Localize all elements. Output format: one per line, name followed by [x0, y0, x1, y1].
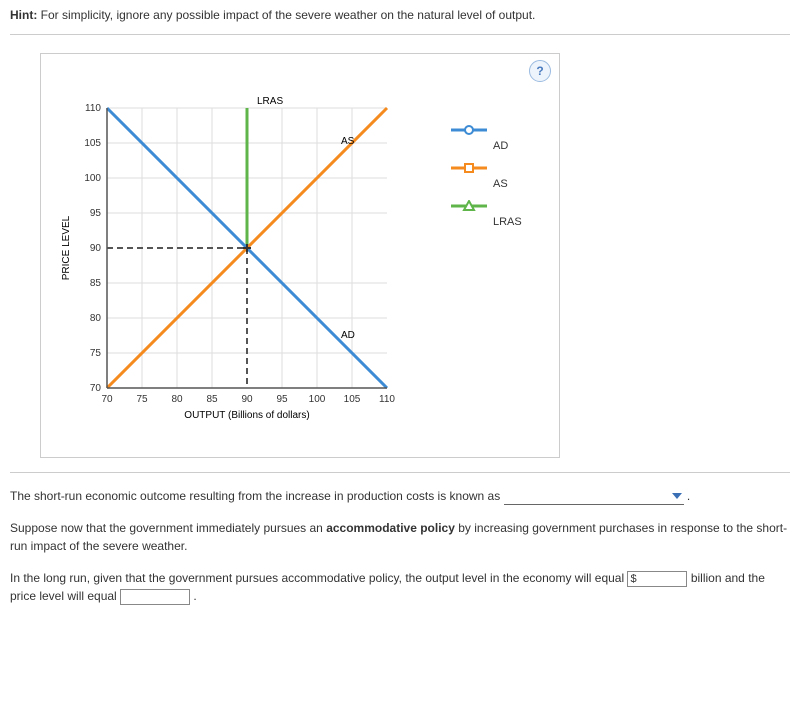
- q1-text: The short-run economic outcome resulting…: [10, 489, 504, 503]
- y-ticks: 70 75 80 85 90 95 100 105 110: [84, 103, 101, 394]
- legend-as[interactable]: [451, 162, 522, 174]
- q2-bold: accommodative policy: [326, 521, 455, 535]
- svg-text:90: 90: [241, 394, 253, 405]
- legend-lras[interactable]: [451, 200, 522, 212]
- svg-text:75: 75: [90, 348, 102, 359]
- svg-text:70: 70: [90, 383, 102, 394]
- svg-text:85: 85: [90, 278, 102, 289]
- svg-text:80: 80: [90, 313, 102, 324]
- svg-text:100: 100: [84, 173, 101, 184]
- svg-text:85: 85: [206, 394, 218, 405]
- lras-label: LRAS: [257, 96, 283, 107]
- q3-input-price[interactable]: [120, 589, 190, 605]
- svg-text:105: 105: [344, 394, 361, 405]
- x-axis-label: OUTPUT (Billions of dollars): [184, 410, 309, 421]
- svg-text:75: 75: [136, 394, 148, 405]
- divider-top: [10, 34, 790, 35]
- q1-dropdown[interactable]: [504, 491, 684, 505]
- q3-c: .: [193, 589, 196, 603]
- svg-text:80: 80: [171, 394, 183, 405]
- svg-text:100: 100: [309, 394, 326, 405]
- q1: The short-run economic outcome resulting…: [10, 487, 790, 505]
- svg-text:70: 70: [101, 394, 113, 405]
- q1-post: .: [687, 489, 690, 503]
- q2: Suppose now that the government immediat…: [10, 519, 790, 555]
- graph-panel: ?: [40, 53, 560, 458]
- ad-label: AD: [341, 330, 355, 341]
- hint-text: For simplicity, ignore any possible impa…: [41, 8, 536, 22]
- svg-text:110: 110: [85, 103, 101, 114]
- q3: In the long run, given that the governme…: [10, 569, 790, 605]
- svg-text:90: 90: [90, 243, 102, 254]
- divider-mid: [10, 472, 790, 473]
- legend-as-label: AS: [493, 178, 522, 190]
- svg-text:95: 95: [276, 394, 288, 405]
- q3-input-output[interactable]: $: [627, 571, 687, 587]
- svg-text:105: 105: [84, 138, 101, 149]
- chevron-down-icon: [672, 493, 682, 499]
- help-button[interactable]: ?: [529, 60, 551, 82]
- legend-lras-label: LRAS: [493, 216, 522, 228]
- hint-label: Hint:: [10, 8, 37, 22]
- q3-a: In the long run, given that the governme…: [10, 571, 627, 585]
- svg-text:95: 95: [90, 208, 102, 219]
- svg-text:110: 110: [379, 394, 395, 405]
- x-ticks: 70 75 80 85 90 95 100 105 110: [101, 394, 395, 405]
- legend: AD AS LRAS: [451, 114, 522, 238]
- legend-ad[interactable]: [451, 124, 522, 136]
- hint-line: Hint: For simplicity, ignore any possibl…: [10, 8, 790, 22]
- legend-ad-label: AD: [493, 140, 522, 152]
- chart-svg: 70 75 80 85 90 95 100 105 110 70 75 80 8…: [47, 88, 447, 448]
- y-axis-label: PRICE LEVEL: [61, 215, 72, 280]
- as-label: AS: [341, 136, 355, 147]
- q2-a: Suppose now that the government immediat…: [10, 521, 326, 535]
